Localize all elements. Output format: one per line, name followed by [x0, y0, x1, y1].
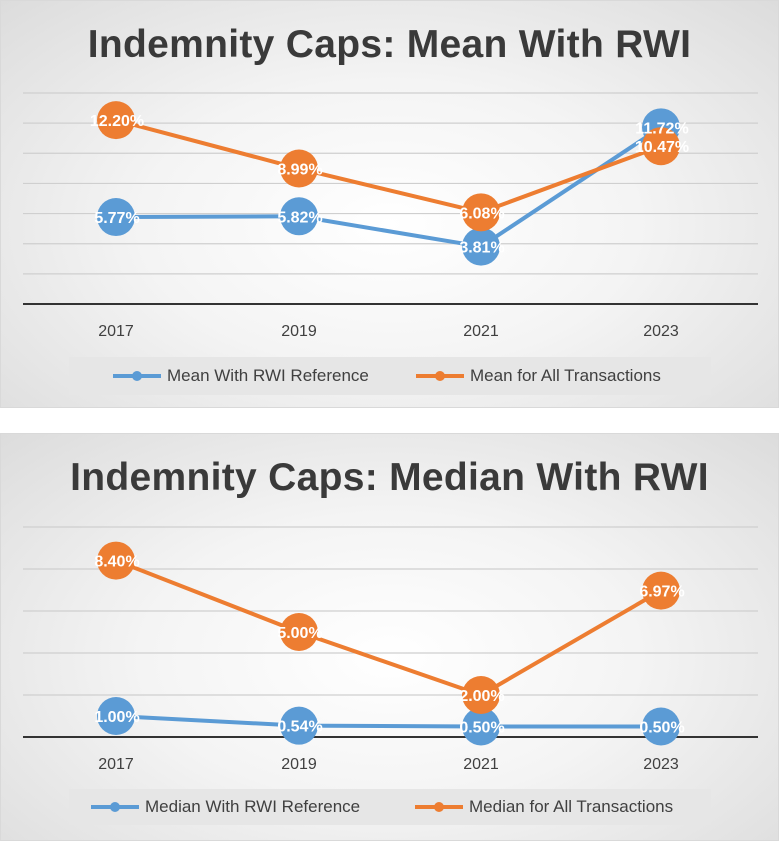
series-1-labels: 5.77% 5.82% 3.81% 11.72% [94, 120, 688, 256]
series-1 [115, 125, 663, 249]
legend-label: Mean for All Transactions [470, 366, 661, 385]
legend-label: Median for All Transactions [469, 797, 674, 816]
data-label: 0.50% [459, 720, 504, 737]
data-label: 3.81% [459, 240, 504, 257]
data-label: 0.50% [639, 720, 684, 737]
data-point [642, 127, 680, 166]
data-label: 5.77% [94, 210, 139, 227]
x-tick-label: 2023 [643, 756, 679, 773]
data-label: 6.97% [639, 584, 684, 601]
legend-item-series-2: Median for All Transactions [415, 789, 673, 825]
median-chart-plot: 2017 2019 2021 2023 1.00% 0.54% 0.50% 0.50% 8.40… [23, 526, 758, 773]
series-1-labels: 1.00% 0.54% 0.50% 0.50% [94, 709, 684, 737]
series-2 [115, 118, 662, 215]
data-point [462, 707, 500, 746]
gridlines [23, 92, 758, 275]
data-label: 5.00% [277, 625, 322, 642]
median-chart-panel: Indemnity Caps: Median With RWI 2017 2019… [0, 433, 779, 841]
x-tick-label: 2017 [98, 323, 134, 340]
series-line [115, 558, 663, 697]
legend-item-series-1: Median With RWI Reference [91, 789, 360, 825]
series-2-points [97, 541, 680, 714]
chart-title: Indemnity Caps: Mean With RWI [87, 23, 692, 66]
data-label: 2.00% [459, 688, 504, 705]
series-2 [115, 558, 663, 697]
data-label: 6.08% [459, 205, 504, 222]
data-label: 5.82% [277, 209, 322, 226]
legend-line-marker-icon [91, 802, 139, 812]
data-point [280, 706, 318, 745]
data-point [97, 697, 135, 735]
data-point [642, 571, 680, 610]
legend-line-marker-icon [113, 371, 161, 381]
legend-item-series-2: Mean for All Transactions [416, 357, 661, 395]
chart-legend: Mean With RWI Reference Mean for All Tra… [69, 357, 711, 395]
chart-legend: Median With RWI Reference Median for All… [69, 789, 711, 825]
data-label: 8.99% [277, 162, 322, 179]
data-point [642, 707, 680, 746]
legend-line-marker-icon [416, 371, 464, 381]
x-tick-label: 2023 [643, 323, 679, 340]
data-point [462, 193, 500, 232]
series-2-labels: 8.40% 5.00% 2.00% 6.97% [94, 554, 684, 705]
data-label: 10.47% [635, 139, 689, 156]
legend-line-marker-icon [415, 802, 463, 812]
legend-label: Median With RWI Reference [145, 797, 361, 816]
chart-title: Indemnity Caps: Median With RWI [70, 456, 709, 499]
series-2-points [97, 101, 680, 232]
x-tick-label: 2019 [281, 323, 317, 340]
data-point [97, 541, 135, 580]
gridlines [23, 526, 758, 696]
data-point [97, 101, 135, 140]
data-label: 8.40% [94, 554, 139, 571]
x-tick-label: 2021 [463, 323, 499, 340]
data-label: 0.54% [277, 719, 322, 736]
data-point [280, 197, 318, 236]
series-line [115, 125, 663, 249]
data-point [97, 198, 135, 237]
data-label: 11.72% [635, 120, 688, 137]
x-tick-label: 2021 [463, 756, 499, 773]
series-1 [115, 714, 661, 729]
series-1-points [97, 697, 680, 746]
x-tick-label: 2019 [281, 756, 317, 773]
data-point [462, 227, 500, 266]
data-point [280, 613, 318, 651]
series-line [115, 118, 662, 215]
data-label: 12.20% [90, 113, 144, 130]
x-tick-label: 2017 [98, 756, 134, 773]
data-label: 1.00% [94, 709, 139, 726]
legend-item-series-1: Mean With RWI Reference [113, 357, 369, 395]
legend-label: Mean With RWI Reference [167, 366, 369, 385]
data-point [462, 676, 500, 714]
data-point [280, 149, 318, 188]
series-line [115, 714, 661, 729]
mean-chart-panel: Indemnity Caps: Mean With RWI 2017 2019 20… [0, 0, 779, 408]
series-2-labels: 12.20% 8.99% 6.08% 10.47% [90, 113, 689, 222]
series-1-points [97, 108, 680, 266]
